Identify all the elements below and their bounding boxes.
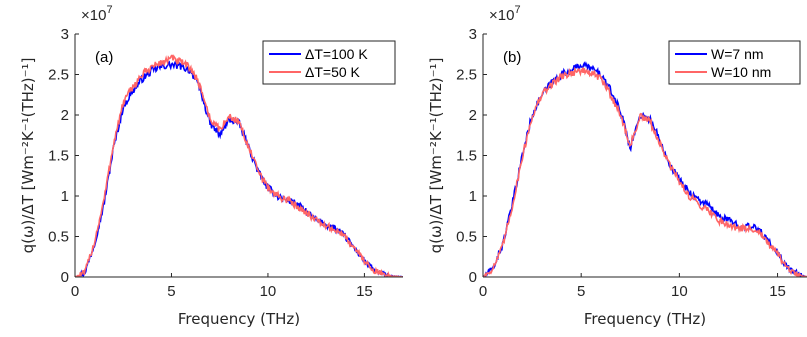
legend: ΔT=100 K ΔT=50 K xyxy=(262,40,396,85)
legend-label: W=7 nm xyxy=(711,46,764,62)
y-multiplier-label: ×107 xyxy=(81,4,113,24)
y-tick-label: 1 xyxy=(469,188,477,205)
legend: W=7 nm W=10 nm xyxy=(668,40,801,85)
legend-label: W=10 nm xyxy=(711,64,771,80)
series-line-2 xyxy=(483,66,807,277)
y-axis-label: q(ω)/ΔT [Wm⁻²K⁻¹(THz)⁻¹] xyxy=(427,58,445,254)
x-tick-label: 5 xyxy=(167,283,175,300)
series-line-1 xyxy=(483,61,807,277)
y-tick-label: 0 xyxy=(469,269,477,286)
y-tick-label: 3 xyxy=(469,26,477,43)
y-tick-label: 1.5 xyxy=(456,148,477,165)
x-tick-label: 15 xyxy=(769,283,786,300)
chart-panel-b: 0 5 10 15 0 0.5 1 1.5 2 2.5 3 ×107 Frequency (THz) q(… xyxy=(427,4,807,328)
panel-label: (a) xyxy=(95,49,113,66)
y-tick-label: 2 xyxy=(61,107,69,124)
y-tick-label: 2 xyxy=(469,107,477,124)
x-axis-label: Frequency (THz) xyxy=(584,310,706,328)
chart-panel-a: 0 5 10 15 0 0.5 1 1.5 2 2.5 3 ×107 Frequency (THz) q(… xyxy=(19,4,403,328)
y-tick-label: 2.5 xyxy=(456,67,477,84)
y-tick-label: 0.5 xyxy=(48,229,69,246)
x-tick-label: 15 xyxy=(356,283,373,300)
y-tick-label: 0.5 xyxy=(456,229,477,246)
x-tick-label: 10 xyxy=(260,283,277,300)
series-line-1 xyxy=(75,59,403,277)
y-tick-label: 0 xyxy=(61,269,69,286)
y-multiplier-label: ×107 xyxy=(489,4,521,24)
series-line-2 xyxy=(75,54,403,277)
x-tick-label: 10 xyxy=(671,283,688,300)
x-axis-label: Frequency (THz) xyxy=(178,310,300,328)
legend-label: ΔT=100 K xyxy=(305,46,368,62)
x-tick-label: 0 xyxy=(479,283,487,300)
y-tick-label: 3 xyxy=(61,26,69,43)
legend-box xyxy=(668,40,801,85)
panel-label: (b) xyxy=(503,49,521,66)
y-axis-label: q(ω)/ΔT [Wm⁻²K⁻¹(THz)⁻¹] xyxy=(19,58,37,254)
y-tick-label: 1 xyxy=(61,188,69,205)
y-tick-label: 2.5 xyxy=(48,67,69,84)
legend-label: ΔT=50 K xyxy=(305,64,361,80)
y-tick-label: 1.5 xyxy=(48,148,69,165)
x-tick-label: 0 xyxy=(71,283,79,300)
legend-box xyxy=(262,40,396,85)
x-tick-label: 5 xyxy=(577,283,585,300)
